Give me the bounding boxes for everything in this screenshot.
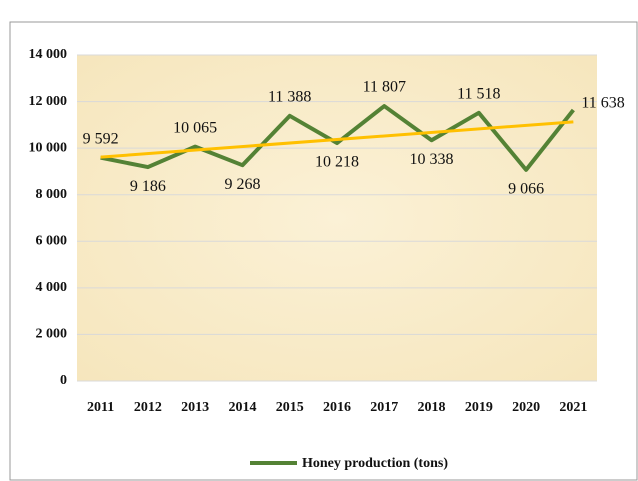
data-label: 11 638 xyxy=(581,95,624,112)
x-tick-label: 2018 xyxy=(418,400,446,415)
y-tick-label: 14 000 xyxy=(29,47,68,62)
data-label: 9 186 xyxy=(130,178,166,195)
legend-label: Honey production (tons) xyxy=(302,456,448,471)
y-tick-label: 6 000 xyxy=(36,234,68,249)
x-tick-label: 2020 xyxy=(512,400,540,415)
data-label: 9 268 xyxy=(224,176,260,193)
x-tick-label: 2016 xyxy=(323,400,351,415)
x-tick-label: 2019 xyxy=(465,400,493,415)
data-label: 11 388 xyxy=(268,88,311,105)
plot-area xyxy=(77,55,597,381)
x-tick-label: 2015 xyxy=(276,400,304,415)
data-label: 10 065 xyxy=(173,119,217,136)
data-label: 11 518 xyxy=(457,85,500,102)
y-tick-label: 10 000 xyxy=(29,140,68,155)
x-tick-label: 2021 xyxy=(559,400,587,415)
data-label: 9 066 xyxy=(508,181,544,198)
data-label: 10 218 xyxy=(315,154,359,171)
x-tick-label: 2014 xyxy=(228,400,256,415)
x-tick-label: 2017 xyxy=(370,400,398,415)
data-label: 11 807 xyxy=(363,79,406,96)
data-label: 10 338 xyxy=(410,151,454,168)
y-tick-label: 8 000 xyxy=(36,187,68,202)
y-tick-label: 4 000 xyxy=(36,280,68,295)
data-line xyxy=(100,104,575,172)
y-tick-label: 12 000 xyxy=(29,94,68,109)
x-tick-label: 2011 xyxy=(87,400,114,415)
y-tick-label: 2 000 xyxy=(36,327,68,342)
data-label: 9 592 xyxy=(83,130,119,147)
y-tick-label: 0 xyxy=(60,373,67,388)
trend-line xyxy=(100,120,574,159)
x-tick-label: 2012 xyxy=(134,400,162,415)
x-tick-label: 2013 xyxy=(181,400,209,415)
